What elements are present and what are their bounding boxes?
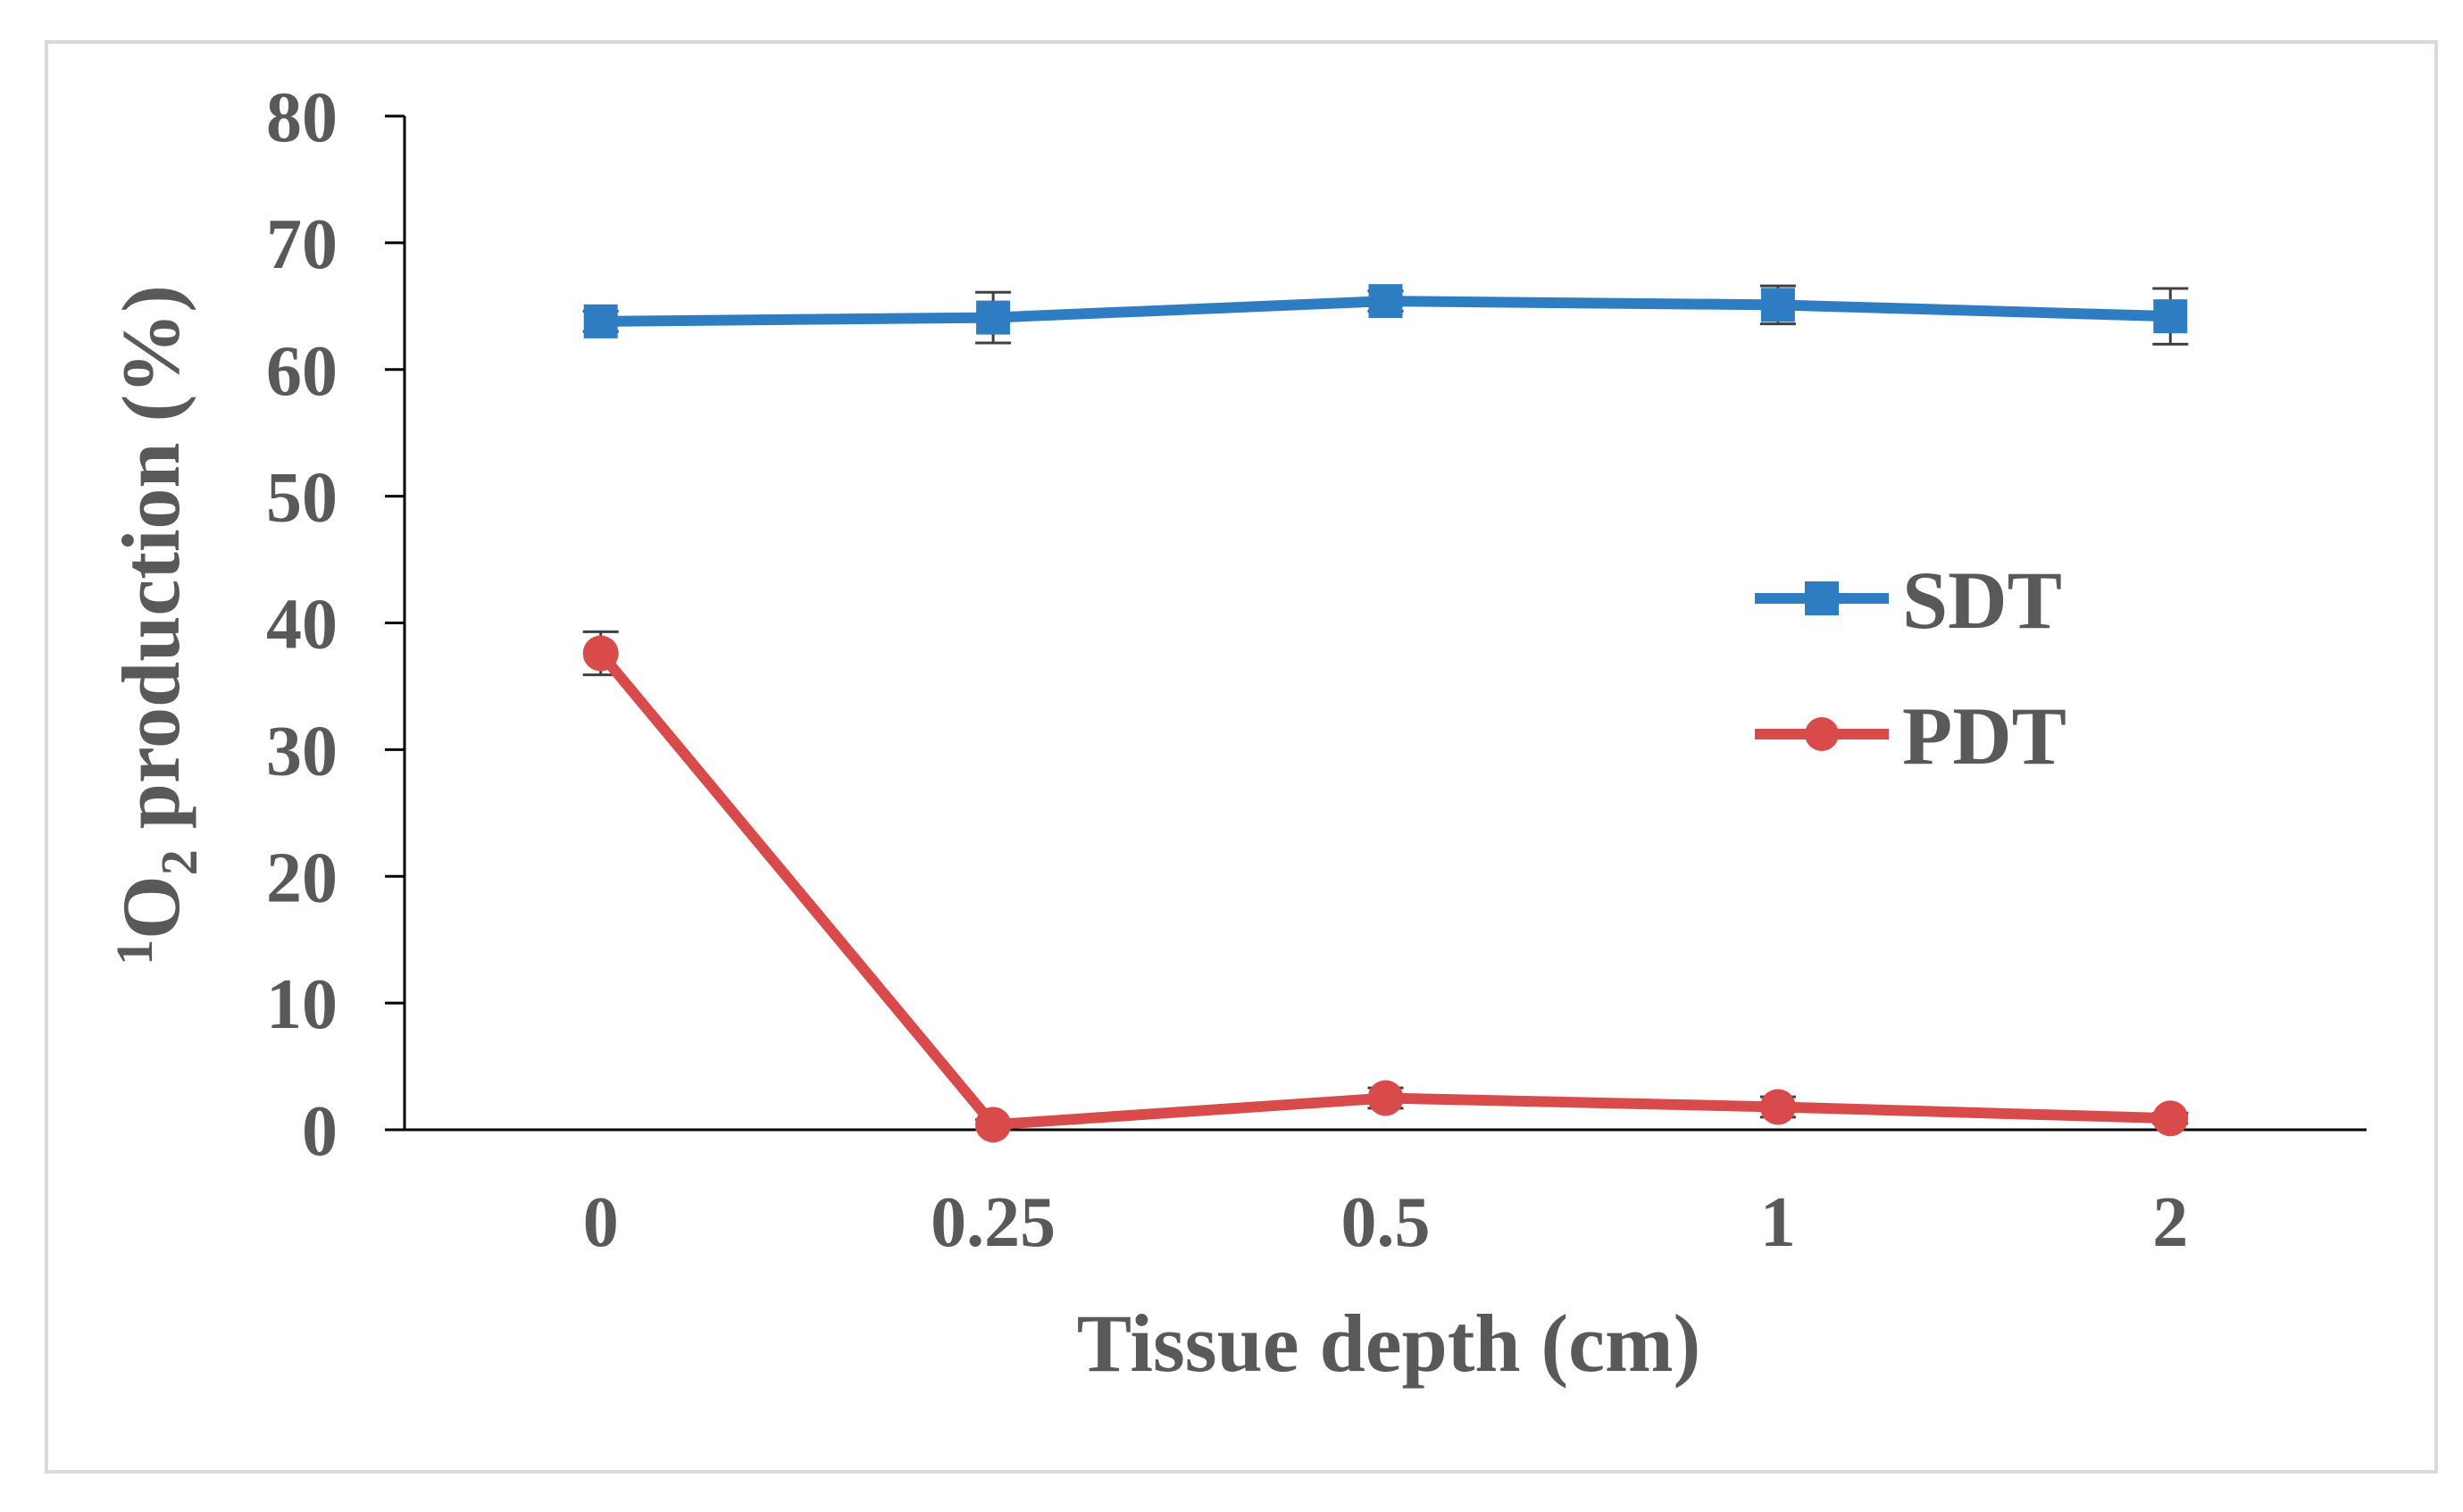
axes: [385, 114, 2367, 1132]
y-axis-title-subscript: 2: [150, 849, 208, 875]
data-point: [976, 300, 1011, 335]
data-point: [2152, 1100, 2189, 1137]
legend-label: SDT: [1902, 555, 2062, 646]
data-point: [1367, 1080, 1404, 1116]
y-tick-label: 70: [266, 205, 338, 284]
y-tick-label: 30: [266, 712, 338, 790]
legend-item-sdt: SDT: [1755, 555, 2062, 646]
data-point: [1759, 1089, 1796, 1125]
series-pdt: [582, 630, 2189, 1143]
y-axis-title-superscript: 1: [105, 940, 163, 965]
y-tick-label: 20: [266, 839, 338, 917]
y-tick-label: 60: [266, 332, 338, 411]
chart-frame: [45, 40, 2438, 1474]
y-tick-labels: 0 10 20 30 40 50 60 70 80: [266, 79, 338, 1171]
data-point: [975, 1107, 1012, 1143]
y-axis-title-main: O: [105, 875, 196, 940]
legend-label: PDT: [1902, 690, 2066, 781]
legend-item-pdt: PDT: [1755, 690, 2066, 781]
data-point: [582, 635, 619, 672]
x-axis-title: Tissue depth (cm): [1077, 1298, 1701, 1389]
series-sdt: [582, 284, 2189, 346]
legend-marker: [1805, 581, 1839, 615]
y-axis-title-rest: production (%): [105, 285, 196, 849]
y-tick-label: 50: [266, 459, 338, 538]
x-tick-label: 1: [1760, 1183, 1796, 1262]
data-point: [1760, 288, 1795, 322]
legend: SDT PDT: [1755, 555, 2066, 781]
legend-marker: [1805, 717, 1839, 751]
series-layer: [582, 284, 2189, 1143]
data-point: [1368, 284, 1403, 319]
y-tick-label: 0: [302, 1092, 338, 1171]
x-tick-label: 0.5: [1341, 1183, 1431, 1262]
data-point: [583, 304, 618, 338]
x-tick-labels: 0 0.25 0.5 1 2: [583, 1183, 2189, 1262]
y-axis-title: 1O2 production (%): [105, 285, 208, 965]
y-tick-label: 40: [266, 586, 338, 664]
x-tick-label: 0.25: [931, 1183, 1056, 1262]
data-point: [2153, 299, 2188, 334]
y-tick-label: 10: [266, 965, 338, 1044]
x-tick-label: 2: [2152, 1183, 2188, 1262]
x-tick-label: 0: [583, 1183, 619, 1262]
y-tick-label: 80: [266, 79, 338, 157]
